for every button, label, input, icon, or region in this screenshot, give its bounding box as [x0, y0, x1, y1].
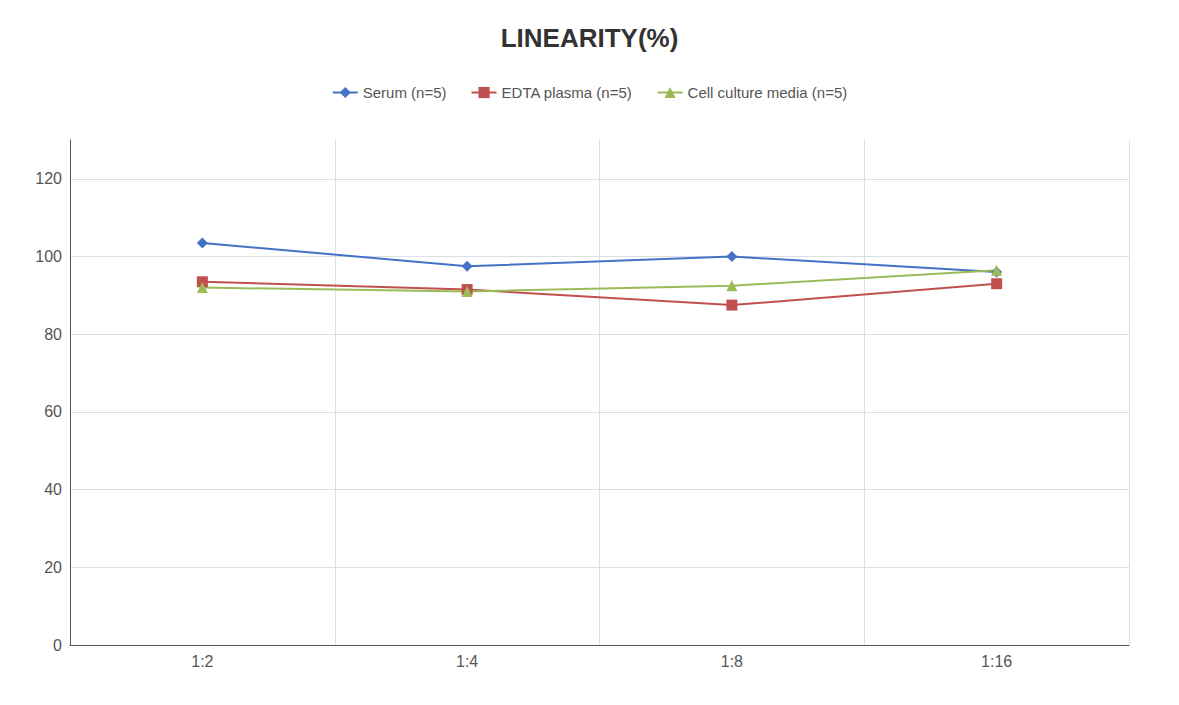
svg-text:0: 0 [53, 637, 62, 654]
svg-text:EDTA plasma (n=5): EDTA plasma (n=5) [502, 84, 632, 101]
svg-text:120: 120 [35, 170, 62, 187]
svg-text:1:2: 1:2 [191, 653, 213, 670]
svg-text:40: 40 [44, 481, 62, 498]
svg-text:100: 100 [35, 248, 62, 265]
svg-text:80: 80 [44, 326, 62, 343]
svg-text:1:4: 1:4 [456, 653, 478, 670]
svg-text:1:16: 1:16 [981, 653, 1012, 670]
svg-text:1:8: 1:8 [721, 653, 743, 670]
svg-text:LINEARITY(%): LINEARITY(%) [501, 23, 679, 53]
svg-text:60: 60 [44, 403, 62, 420]
svg-text:Serum (n=5): Serum (n=5) [363, 84, 447, 101]
svg-text:Cell culture media (n=5): Cell culture media (n=5) [688, 84, 848, 101]
svg-text:20: 20 [44, 559, 62, 576]
